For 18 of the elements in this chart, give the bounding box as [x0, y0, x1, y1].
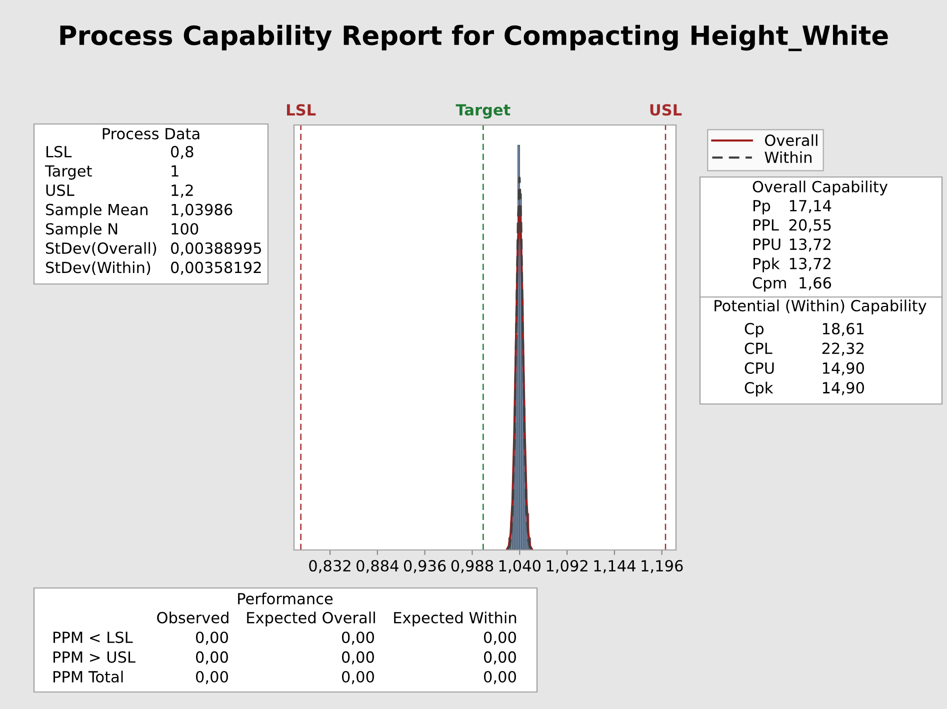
x-tick-label: 0,936: [404, 560, 446, 574]
x-tick-label: 1,092: [546, 560, 588, 574]
x-tick-label: 0,832: [309, 560, 350, 574]
text: Process Data LSL 0,8 Target 1 USL 1,2 Sample Mean 1,03986 Sample N 100 StDev(Overall) 0,00388995 StDev(Within) 0,00358192: [44, 128, 262, 276]
chart-title: Process Capability Report for Compacting Height_White: [60, 24, 888, 52]
ref-line-label: Target: [456, 104, 510, 119]
x-tick-label: 0,884: [356, 560, 398, 574]
x-tick-label: 1,144: [594, 560, 636, 574]
legend-label: Within: [764, 151, 812, 163]
text: Potential (Within) Capability Cp 18,61 CPL 22,32 CPU 14,90 Cpk 14,90: [714, 300, 926, 396]
x-tick-label: 0,988: [451, 560, 494, 574]
text: Performance Observed Expected Overall Expected Within PPM < LSL 0,00 0,00 0,00 PPM > USL 0,00 0,00 0,00 PPM Total 0,00 0,00 0,00: [54, 592, 516, 684]
x-tick-label: 1,040: [499, 560, 540, 574]
x-tick-label: 1,196: [642, 560, 683, 574]
ref-line-label: USL: [650, 104, 682, 116]
ref-line-label: LSL: [287, 104, 316, 116]
text: Overall Capability Pp 17,14 PPL 20,55 PPU 13,72 Ppk 13,72 Cpm 1,66: [752, 180, 888, 292]
legend-label: Overall: [765, 134, 818, 146]
